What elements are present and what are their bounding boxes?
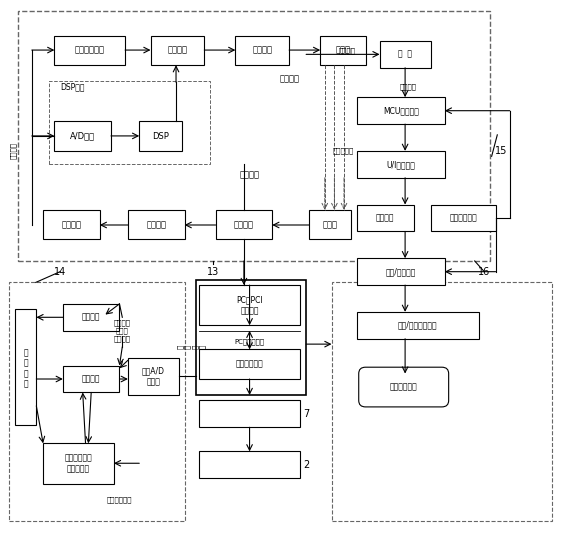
Text: 数据通信: 数据通信 <box>339 48 356 54</box>
Text: 仪器驱动程序: 仪器驱动程序 <box>236 360 264 369</box>
Bar <box>54 122 111 151</box>
Text: 相敏检波: 相敏检波 <box>61 220 82 229</box>
Bar <box>18 11 490 261</box>
Text: 14: 14 <box>54 267 66 277</box>
Bar <box>9 282 184 521</box>
Text: DSP单元: DSP单元 <box>60 82 84 91</box>
Text: 16: 16 <box>478 267 490 277</box>
Bar <box>332 282 552 521</box>
Text: PC机PCI
总线接口: PC机PCI 总线接口 <box>236 295 263 315</box>
Text: 数据通信: 数据通信 <box>399 83 416 90</box>
Text: 升压电路: 升压电路 <box>376 214 395 223</box>
Bar <box>63 304 120 331</box>
Bar <box>54 36 125 65</box>
Text: U/I控制接口: U/I控制接口 <box>387 160 415 169</box>
Bar <box>198 285 301 325</box>
Text: 滤波电路: 滤波电路 <box>146 220 166 229</box>
Text: 发射单元: 发射单元 <box>279 74 299 83</box>
Text: 高速A/D
采集卡: 高速A/D 采集卡 <box>142 366 165 386</box>
Text: 电流采样反馈: 电流采样反馈 <box>449 214 477 223</box>
Text: 脉冲电流输出: 脉冲电流输出 <box>390 383 417 392</box>
Bar <box>198 400 301 427</box>
Bar <box>198 350 301 379</box>
Text: 发射器: 发射器 <box>336 46 350 55</box>
Bar <box>43 443 114 484</box>
Text: 模拟信号输入: 模拟信号输入 <box>107 497 132 503</box>
Text: 同步采集
与发射
控制信号: 同步采集 与发射 控制信号 <box>114 320 131 342</box>
Bar <box>357 97 445 124</box>
Text: 参考信号: 参考信号 <box>10 143 16 159</box>
Bar <box>43 210 100 239</box>
Bar <box>196 280 306 395</box>
Bar <box>139 122 181 151</box>
Text: 接收器: 接收器 <box>323 220 338 229</box>
Bar <box>15 309 36 424</box>
Text: 空间电磁场: 空间电磁场 <box>332 147 353 154</box>
Text: DSP: DSP <box>152 132 169 141</box>
Bar <box>63 366 120 392</box>
Text: 发射电路: 发射电路 <box>82 313 100 322</box>
Bar <box>309 210 352 239</box>
Text: PC机硬件部分: PC机硬件部分 <box>235 338 265 345</box>
Bar <box>320 36 366 65</box>
Bar <box>198 451 301 478</box>
Text: 7: 7 <box>303 409 309 419</box>
Bar <box>235 36 289 65</box>
Text: 超
声
探
头: 超 声 探 头 <box>23 348 28 388</box>
Bar <box>215 210 272 239</box>
Text: 数
据
通
信: 数 据 通 信 <box>176 345 206 349</box>
Text: 13: 13 <box>207 267 219 277</box>
Bar <box>128 210 184 239</box>
Text: 接收单元: 接收单元 <box>240 171 260 180</box>
Bar <box>357 258 445 285</box>
Text: A/D电路: A/D电路 <box>70 132 95 141</box>
Text: 15: 15 <box>495 146 507 156</box>
Text: 耦合/隔离开关电路: 耦合/隔离开关电路 <box>398 321 438 330</box>
Text: 信号接收及信
号调理电路: 信号接收及信 号调理电路 <box>65 454 92 473</box>
Bar <box>357 204 413 231</box>
Text: 2: 2 <box>303 460 309 470</box>
Text: 恒流/限流电路: 恒流/限流电路 <box>386 267 416 276</box>
Text: MCU微控制器: MCU微控制器 <box>383 106 419 115</box>
Bar <box>49 81 210 165</box>
Bar <box>151 36 204 65</box>
Text: 放大电路: 放大电路 <box>234 220 254 229</box>
Bar <box>357 151 445 178</box>
Text: 功放电路: 功放电路 <box>252 46 272 55</box>
Text: 控制电路: 控制电路 <box>82 374 100 384</box>
Bar <box>380 41 430 68</box>
Text: 串  口: 串 口 <box>398 50 412 59</box>
FancyBboxPatch shape <box>359 367 448 407</box>
Bar <box>430 204 496 231</box>
Text: 信号发生电路: 信号发生电路 <box>75 46 105 55</box>
Text: 模拟开关: 模拟开关 <box>167 46 188 55</box>
Bar <box>357 312 479 339</box>
Bar <box>128 358 179 395</box>
